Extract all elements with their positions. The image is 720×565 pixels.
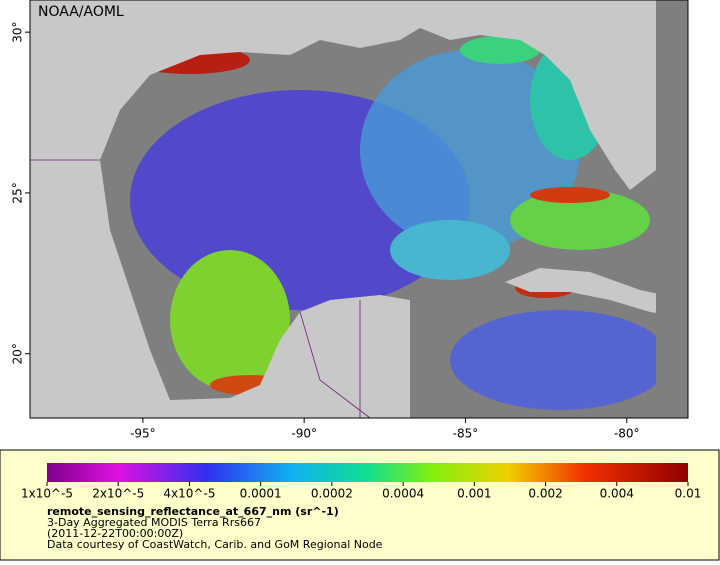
land bbox=[30, 0, 688, 418]
x-tick-label: -85° bbox=[453, 427, 479, 441]
y-tick-label: 25° bbox=[11, 182, 25, 203]
y-tick-label: 30° bbox=[11, 22, 25, 43]
colorbar-tick-label: 0.0001 bbox=[240, 487, 282, 501]
colorbar-tick-label: 0.004 bbox=[600, 487, 634, 501]
caption-line: 3-Day Aggregated MODIS Terra Rrs667 bbox=[47, 516, 261, 529]
colorbar-tick-label: 0.001 bbox=[457, 487, 491, 501]
colorbar-tick-label: 0.01 bbox=[675, 487, 702, 501]
caption-line: Data courtesy of CoastWatch, Carib. and … bbox=[47, 538, 383, 551]
y-tick-label: 20° bbox=[11, 343, 25, 364]
x-tick-label: -95° bbox=[130, 427, 156, 441]
colorbar-tick-label: 1x10^-5 bbox=[21, 487, 73, 501]
colorbar-tick-label: 2x10^-5 bbox=[92, 487, 144, 501]
watermark: NOAA/AOML bbox=[38, 4, 124, 20]
colorbar-tick-label: 0.0004 bbox=[382, 487, 424, 501]
borders bbox=[30, 159, 371, 419]
map-frame bbox=[29, 0, 689, 419]
map-area: NOAA/AOML bbox=[30, 0, 688, 419]
x-tick-label: -90° bbox=[291, 427, 317, 441]
colorbar-tick-label: 4x10^-5 bbox=[163, 487, 215, 501]
colorbar bbox=[47, 463, 688, 482]
colorbar-tick-label: 0.002 bbox=[528, 487, 562, 501]
colorbar-tick-label: 0.0002 bbox=[311, 487, 353, 501]
colorbar-title: remote_sensing_reflectance_at_667_nm (sr… bbox=[47, 505, 339, 518]
caption-line: (2011-12-22T00:00:00Z) bbox=[47, 527, 183, 540]
x-tick-label: -80° bbox=[614, 427, 640, 441]
